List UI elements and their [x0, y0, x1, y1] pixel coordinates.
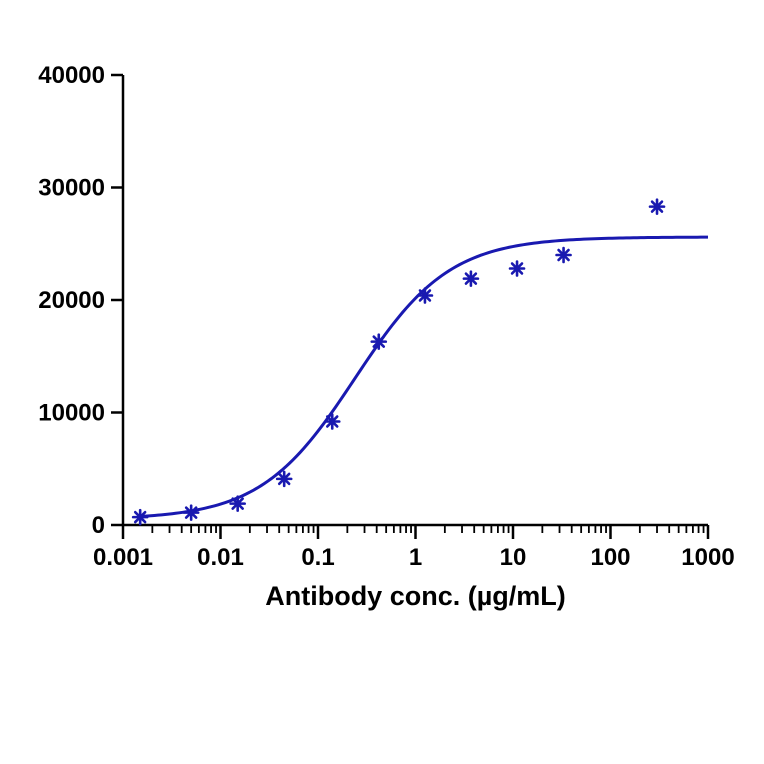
x-tick-label: 1	[409, 544, 422, 571]
data-point	[650, 200, 664, 214]
data-point	[372, 335, 386, 349]
x-tick-label: 0.1	[301, 544, 334, 571]
y-tick-label: 40000	[38, 62, 105, 89]
data-point	[184, 506, 198, 520]
y-tick-label: 30000	[38, 175, 105, 202]
data-point	[133, 510, 147, 524]
data-point	[557, 248, 571, 262]
data-point	[464, 272, 478, 286]
x-tick-label: 10	[500, 544, 527, 571]
chart-bg	[0, 0, 764, 764]
data-point	[418, 289, 432, 303]
data-point	[231, 497, 245, 511]
dose-response-chart: 0 10000 20000 30000 40000 0.001 0.01 0.1 1 10 100 1…	[0, 0, 764, 764]
y-tick-label: 0	[92, 512, 105, 539]
data-point	[277, 472, 291, 486]
y-tick-label: 20000	[38, 287, 105, 314]
x-tick-label: 0.001	[93, 544, 153, 571]
chart-container: 0 10000 20000 30000 40000 0.001 0.01 0.1 1 10 100 1…	[0, 0, 764, 764]
x-tick-label: 0.01	[197, 544, 244, 571]
data-point	[325, 415, 339, 429]
y-tick-label: 10000	[38, 400, 105, 427]
x-tick-label: 100	[590, 544, 630, 571]
x-tick-label: 1000	[681, 544, 734, 571]
x-axis-title: Antibody conc. (µg/mL)	[265, 581, 566, 611]
data-point	[510, 262, 524, 276]
